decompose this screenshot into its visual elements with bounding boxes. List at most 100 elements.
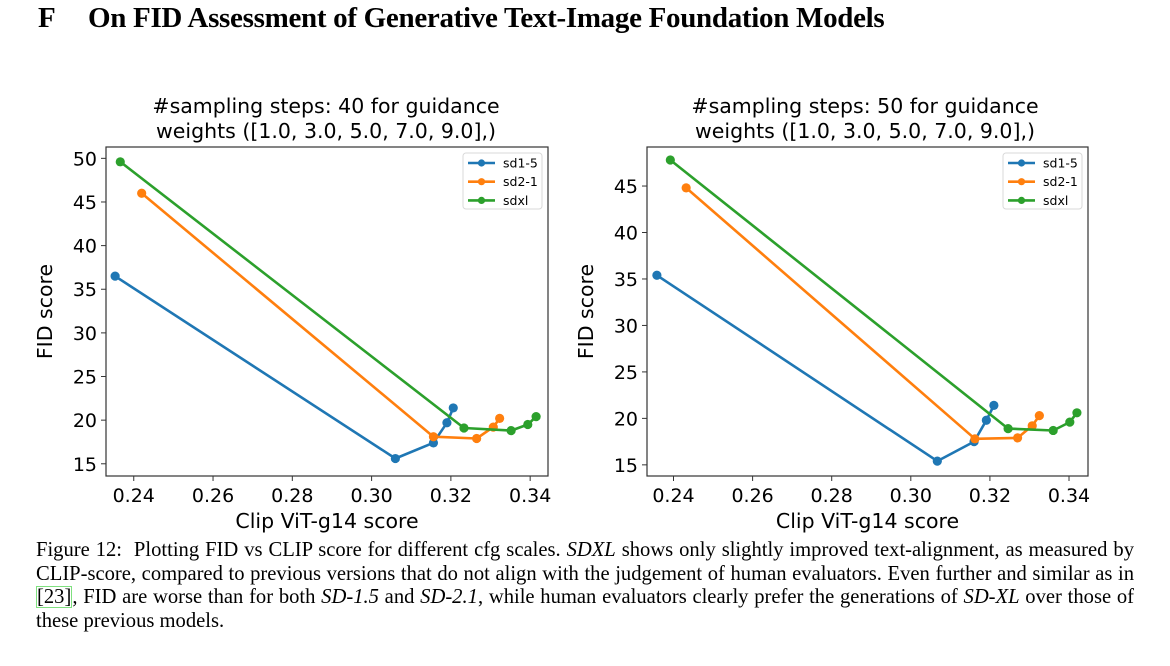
x-tick-label: 0.24	[652, 485, 694, 507]
y-tick-label: 25	[614, 362, 638, 384]
caption-emphasis: SDXL	[566, 539, 616, 561]
y-tick-label: 30	[73, 323, 97, 345]
y-tick-label: 45	[73, 192, 97, 214]
data-point-sd2-1	[137, 188, 147, 198]
caption-emphasis: SD-2.1	[420, 586, 478, 609]
caption-text: and	[378, 586, 421, 609]
data-point-sdxl	[1072, 408, 1082, 418]
caption-text: , FID are worse than for both	[72, 586, 322, 609]
x-tick-label: 0.24	[113, 485, 155, 507]
fid-vs-clip-chart-40-steps: #sampling steps: 40 for guidanceweights …	[33, 94, 551, 533]
data-point-sd1-5	[989, 400, 999, 410]
figure-label: Figure 12:	[36, 539, 123, 561]
series-sdxl	[665, 155, 1082, 436]
data-point-sdxl	[1048, 425, 1058, 436]
chart-title-line: #sampling steps: 50 for guidance	[691, 94, 1038, 118]
legend-label: sd1-5	[503, 156, 538, 171]
section-title: On FID Assessment of Generative Text-Ima…	[88, 2, 885, 34]
y-tick-label: 35	[614, 269, 638, 291]
y-tick-label: 25	[73, 367, 97, 389]
data-point-sdxl	[531, 412, 541, 422]
caption-text: , while human evaluators clearly prefer …	[477, 586, 964, 609]
series-sd1-5	[652, 270, 999, 466]
legend-marker	[1017, 178, 1026, 186]
data-point-sd2-1	[495, 413, 505, 424]
y-tick-label: 35	[73, 279, 97, 301]
data-point-sd2-1	[1012, 433, 1023, 443]
plot-area: #sampling steps: 40 for guidanceweights …	[33, 94, 551, 533]
caption-emphasis: SD-1.5	[321, 586, 379, 609]
legend-item-sd1-5: sd1-5	[1008, 156, 1078, 171]
x-tick-label: 0.30	[890, 485, 932, 507]
data-point-sd1-5	[390, 453, 400, 464]
data-point-sdxl	[665, 155, 675, 165]
x-tick-label: 0.34	[509, 485, 551, 507]
data-point-sdxl	[115, 157, 125, 167]
legend-item-sd2-1: sd2-1	[468, 174, 538, 189]
data-point-sd1-5	[652, 270, 662, 280]
y-tick-label: 20	[73, 410, 97, 432]
y-tick-label: 40	[614, 223, 638, 245]
data-point-sdxl	[506, 426, 516, 436]
caption-body: Plotting FID vs CLIP score for different…	[36, 539, 1134, 632]
citation-link[interactable]: [23]	[36, 586, 73, 609]
legend-box	[1002, 152, 1083, 210]
data-point-sd1-5	[932, 456, 942, 466]
data-point-sdxl	[1003, 424, 1013, 434]
legend-item-sd2-1: sd2-1	[1008, 174, 1078, 189]
x-tick-label: 0.26	[731, 485, 773, 507]
data-point-sd2-1	[428, 432, 439, 442]
x-tick-label: 0.28	[811, 485, 853, 507]
x-tick-label: 0.30	[350, 485, 392, 507]
legend-marker	[477, 178, 486, 186]
legend-box	[462, 152, 543, 210]
data-point-sdxl	[459, 423, 469, 433]
x-tick-label: 0.32	[430, 485, 472, 507]
caption-emphasis: SD-XL	[963, 586, 1020, 609]
figure-caption: Figure 12: Plotting FID vs CLIP score fo…	[36, 539, 1134, 633]
axes-frame	[105, 146, 549, 477]
legend-label: sd1-5	[1043, 156, 1078, 171]
x-axis-label: Clip ViT-g14 score	[776, 509, 959, 533]
data-point-sd2-1	[472, 433, 482, 444]
legend-label: sd2-1	[1043, 174, 1078, 189]
legend: sd1-5 sd2-1 sdxl	[1002, 152, 1083, 210]
fid-vs-clip-chart-50-steps: #sampling steps: 50 for guidanceweights …	[574, 94, 1090, 533]
caption-text: shows only slightly improved text-alignm…	[36, 539, 1134, 585]
data-point-sdxl	[523, 419, 533, 430]
x-tick-label: 0.32	[969, 485, 1011, 507]
chart-title-line: weights ([1.0, 3.0, 5.0, 7.0, 9.0],)	[156, 119, 496, 143]
data-point-sdxl	[1065, 417, 1075, 427]
data-point-sd1-5	[981, 415, 991, 425]
series-line-sd1-5	[656, 274, 996, 463]
y-tick-label: 30	[614, 315, 638, 337]
chart-title-line: #sampling steps: 40 for guidance	[152, 94, 499, 118]
legend-marker	[477, 196, 486, 204]
legend: sd1-5 sd2-1 sdxl	[462, 152, 543, 210]
plot-area: #sampling steps: 50 for guidanceweights …	[574, 94, 1090, 533]
y-axis-label: FID score	[574, 264, 598, 359]
data-point-sd2-1	[970, 434, 980, 444]
data-point-sd2-1	[1027, 421, 1037, 431]
data-point-sd1-5	[110, 271, 120, 281]
y-axis-label: FID score	[33, 264, 57, 359]
section-heading: F On FID Assessment of Generative Text-Im…	[38, 2, 885, 35]
y-tick-label: 40	[73, 236, 97, 258]
axes-frame	[646, 146, 1089, 477]
y-tick-label: 45	[614, 176, 638, 198]
caption-text: over those of these previous models.	[36, 586, 1134, 632]
x-axis-label: Clip ViT-g14 score	[235, 509, 418, 533]
data-point-sd1-5	[448, 403, 458, 413]
y-tick-label: 50	[73, 148, 97, 170]
section-number: F	[38, 2, 56, 34]
data-point-sd2-1	[681, 183, 691, 193]
legend-item-sdxl: sdxl	[1008, 193, 1068, 208]
chart-title-line: weights ([1.0, 3.0, 5.0, 7.0, 9.0],)	[695, 119, 1035, 143]
y-tick-label: 20	[614, 408, 638, 430]
data-point-sd2-1	[1034, 410, 1044, 421]
caption-text: Plotting FID vs CLIP score for different…	[133, 539, 567, 561]
y-tick-label: 15	[614, 455, 638, 477]
legend-label: sd2-1	[503, 174, 538, 189]
series-sdxl	[115, 157, 541, 436]
legend-item-sd1-5: sd1-5	[468, 156, 538, 171]
